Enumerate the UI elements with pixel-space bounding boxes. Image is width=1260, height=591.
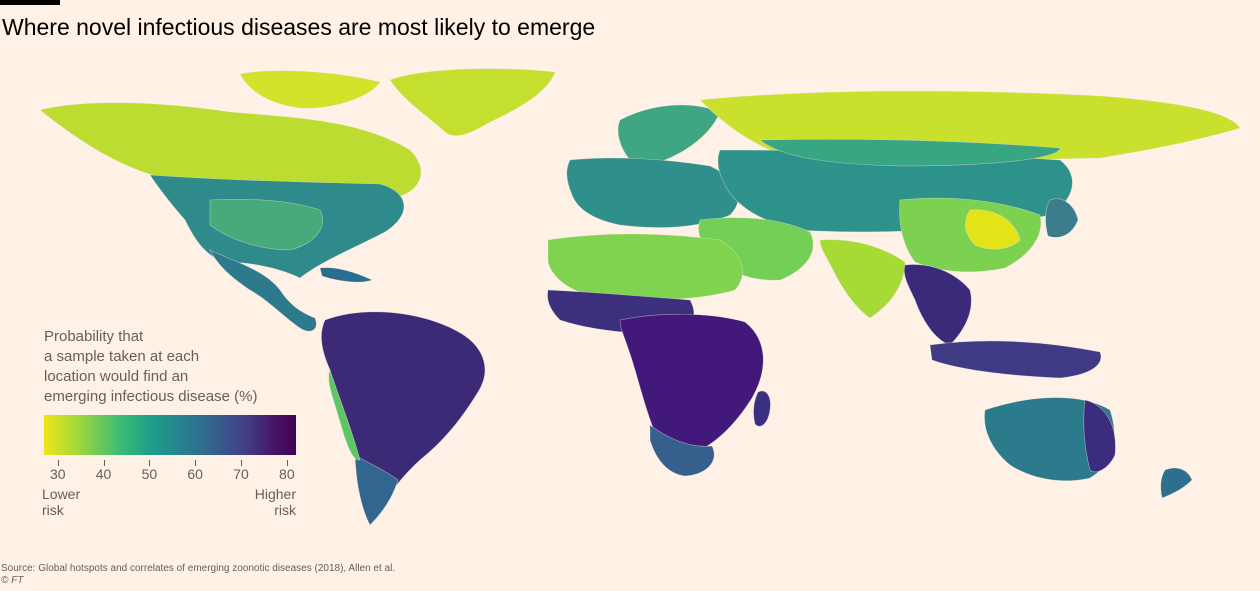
- legend-title: Probability that a sample taken at each …: [44, 327, 274, 407]
- legend-tick-label: 50: [141, 466, 158, 482]
- legend-tick-mark: [149, 460, 151, 466]
- central-africa-region: [619, 313, 764, 456]
- legend-title-line: emerging infectious disease (%): [44, 388, 258, 405]
- legend-title-line: a sample taken at each: [44, 348, 200, 365]
- color-legend: Probability that a sample taken at each …: [42, 327, 304, 522]
- chart-title: Where novel infectious diseases are most…: [2, 14, 596, 40]
- madagascar-region: [753, 390, 771, 427]
- china-east-region: [965, 209, 1021, 250]
- legend-tick-mark: [241, 460, 243, 466]
- legend-gradient-bar: [44, 415, 296, 455]
- legend-tick-label: 80: [279, 466, 295, 482]
- source-text: Source: Global hotspots and correlates o…: [1, 563, 396, 574]
- source-note: Source: Global hotspots and correlates o…: [1, 563, 395, 587]
- legend-tick-label: 60: [187, 466, 203, 482]
- greenland-region: [389, 68, 556, 136]
- north-africa-region: [547, 233, 743, 301]
- copyright-text: © FT: [1, 575, 24, 586]
- higher-risk-line: Higher: [254, 486, 296, 502]
- legend-tick-label: 30: [49, 466, 66, 482]
- andes-region: [328, 369, 361, 461]
- arctic-islands-region: [239, 70, 381, 109]
- legend-tick-mark: [103, 460, 105, 466]
- legend-tick-mark: [57, 460, 59, 466]
- siberia-band-region: [759, 138, 1061, 167]
- legend-tick-mark: [195, 460, 197, 466]
- lower-risk-line: Lower: [42, 486, 81, 502]
- southern-africa-region: [649, 424, 715, 477]
- australia-region: [984, 397, 1115, 482]
- indonesia-region: [929, 340, 1102, 379]
- legend-tick-mark: [286, 460, 288, 466]
- legend-title-line: location would find an: [44, 368, 189, 385]
- lower-risk-label: Lower risk: [42, 486, 80, 518]
- southeast-asia-region: [903, 264, 972, 346]
- lower-risk-line: risk: [42, 502, 64, 518]
- japan-region: [1045, 198, 1079, 238]
- higher-risk-line: risk: [274, 502, 296, 518]
- us-plains-region: [209, 199, 323, 251]
- mexico-region: [209, 249, 317, 332]
- higher-risk-label: Higher risk: [255, 486, 296, 518]
- legend-ticks: 30 40 50 60 70 80: [44, 460, 296, 482]
- legend-end-labels: Lower risk Higher risk: [42, 486, 296, 522]
- east-australia-region: [1083, 399, 1116, 473]
- new-zealand-region: [1160, 467, 1193, 499]
- europe-region: [566, 157, 739, 228]
- south-asia-region: [819, 239, 906, 319]
- legend-tick-label: 40: [95, 466, 112, 482]
- caribbean-region: [319, 267, 373, 283]
- southern-cone-region: [354, 454, 399, 526]
- legend-tick-label: 70: [233, 466, 249, 482]
- legend-title-line: Probability that: [44, 328, 144, 345]
- brand-bar: [0, 0, 60, 5]
- scandinavia-region: [617, 104, 721, 168]
